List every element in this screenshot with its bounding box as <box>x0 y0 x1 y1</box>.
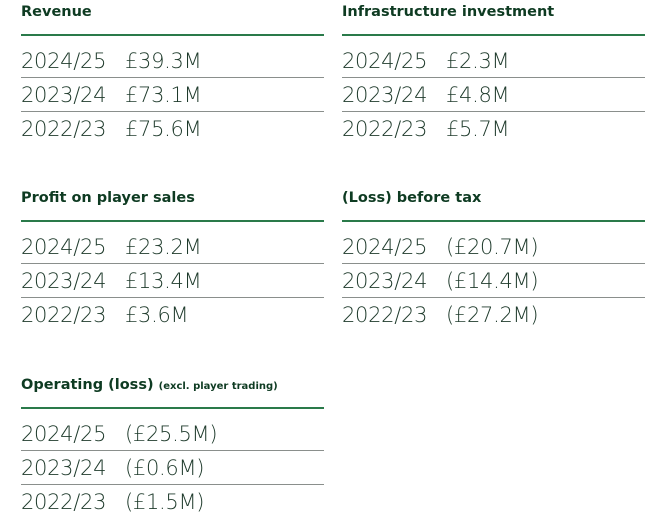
year-label: 2022/23 <box>342 116 428 141</box>
data-row: 2023/24 (£14.4M) <box>342 264 645 298</box>
data-row: 2022/23 £3.6M <box>21 298 324 331</box>
section-profit-on-player-sales: Profit on player sales 2024/25 £23.2M 2023/… <box>21 188 324 331</box>
section-title: Revenue <box>21 2 324 22</box>
data-rows: 2024/25 £39.3M 2023/24 £73.1M 2022/23 £75.6M <box>21 44 324 145</box>
year-label: 2023/24 <box>342 268 428 293</box>
section-rule <box>342 34 645 36</box>
data-row: 2023/24 £73.1M <box>21 78 324 112</box>
section-rule <box>342 220 645 222</box>
year-label: 2023/24 <box>21 455 107 480</box>
section-title: (Loss) before tax <box>342 188 645 208</box>
value: £73.1M <box>125 82 202 107</box>
data-row: 2024/25 £23.2M <box>21 230 324 264</box>
title-text: Revenue <box>21 4 92 20</box>
section-operating-loss: Operating (loss) (excl. player trading) 2… <box>21 375 324 518</box>
section-title: Profit on player sales <box>21 188 324 208</box>
value: (£20.7M) <box>446 234 539 259</box>
value: £2.3M <box>446 48 510 73</box>
data-row: 2024/25 £39.3M <box>21 44 324 78</box>
year-label: 2022/23 <box>21 302 107 327</box>
value: (£25.5M) <box>125 421 218 446</box>
value: £75.6M <box>125 116 202 141</box>
section-loss-before-tax: (Loss) before tax 2024/25 (£20.7M) 2023/24 (… <box>342 188 645 331</box>
section-rule <box>21 34 324 36</box>
data-row: 2023/24 £4.8M <box>342 78 645 112</box>
title-text: (Loss) before tax <box>342 190 482 206</box>
data-row: 2023/24 £13.4M <box>21 264 324 298</box>
data-rows: 2024/25 (£25.5M) 2023/24 (£0.6M) 2022/23 (£1.… <box>21 417 324 518</box>
title-text: Profit on player sales <box>21 190 195 206</box>
data-row: 2022/23 (£27.2M) <box>342 298 645 331</box>
section-title: Infrastructure investment <box>342 2 645 22</box>
value: £5.7M <box>446 116 510 141</box>
section-rule <box>21 220 324 222</box>
data-row: 2024/25 £2.3M <box>342 44 645 78</box>
section-infrastructure-investment: Infrastructure investment 2024/25 £2.3M 202… <box>342 2 645 145</box>
year-label: 2022/23 <box>21 116 107 141</box>
title-text: Infrastructure investment <box>342 4 555 20</box>
year-label: 2023/24 <box>21 268 107 293</box>
data-row: 2023/24 (£0.6M) <box>21 451 324 485</box>
year-label: 2022/23 <box>21 489 107 514</box>
data-rows: 2024/25 £2.3M 2023/24 £4.8M 2022/23 £5.7M <box>342 44 645 145</box>
data-row: 2024/25 (£25.5M) <box>21 417 324 451</box>
value: (£0.6M) <box>125 455 205 480</box>
value: £39.3M <box>125 48 202 73</box>
section-title: Operating (loss) (excl. player trading) <box>21 375 324 395</box>
value: (£27.2M) <box>446 302 539 327</box>
year-label: 2024/25 <box>342 234 428 259</box>
year-label: 2024/25 <box>21 48 107 73</box>
year-label: 2024/25 <box>21 421 107 446</box>
year-label: 2024/25 <box>342 48 428 73</box>
value: £4.8M <box>446 82 510 107</box>
value: (£1.5M) <box>125 489 205 514</box>
year-label: 2022/23 <box>342 302 428 327</box>
data-rows: 2024/25 £23.2M 2023/24 £13.4M 2022/23 £3.6M <box>21 230 324 331</box>
title-text: Operating (loss) <box>21 377 154 393</box>
data-row: 2024/25 (£20.7M) <box>342 230 645 264</box>
section-rule <box>21 407 324 409</box>
data-row: 2022/23 £5.7M <box>342 112 645 145</box>
value: £13.4M <box>125 268 202 293</box>
section-revenue: Revenue 2024/25 £39.3M 2023/24 £73.1M 2022/23… <box>21 2 324 145</box>
data-rows: 2024/25 (£20.7M) 2023/24 (£14.4M) 2022/23 (£2… <box>342 230 645 331</box>
data-row: 2022/23 £75.6M <box>21 112 324 145</box>
value: £23.2M <box>125 234 202 259</box>
year-label: 2024/25 <box>21 234 107 259</box>
year-label: 2023/24 <box>342 82 428 107</box>
value: (£14.4M) <box>446 268 539 293</box>
value: £3.6M <box>125 302 189 327</box>
data-row: 2022/23 (£1.5M) <box>21 485 324 518</box>
section-subtitle: (excl. player trading) <box>158 381 278 392</box>
year-label: 2023/24 <box>21 82 107 107</box>
